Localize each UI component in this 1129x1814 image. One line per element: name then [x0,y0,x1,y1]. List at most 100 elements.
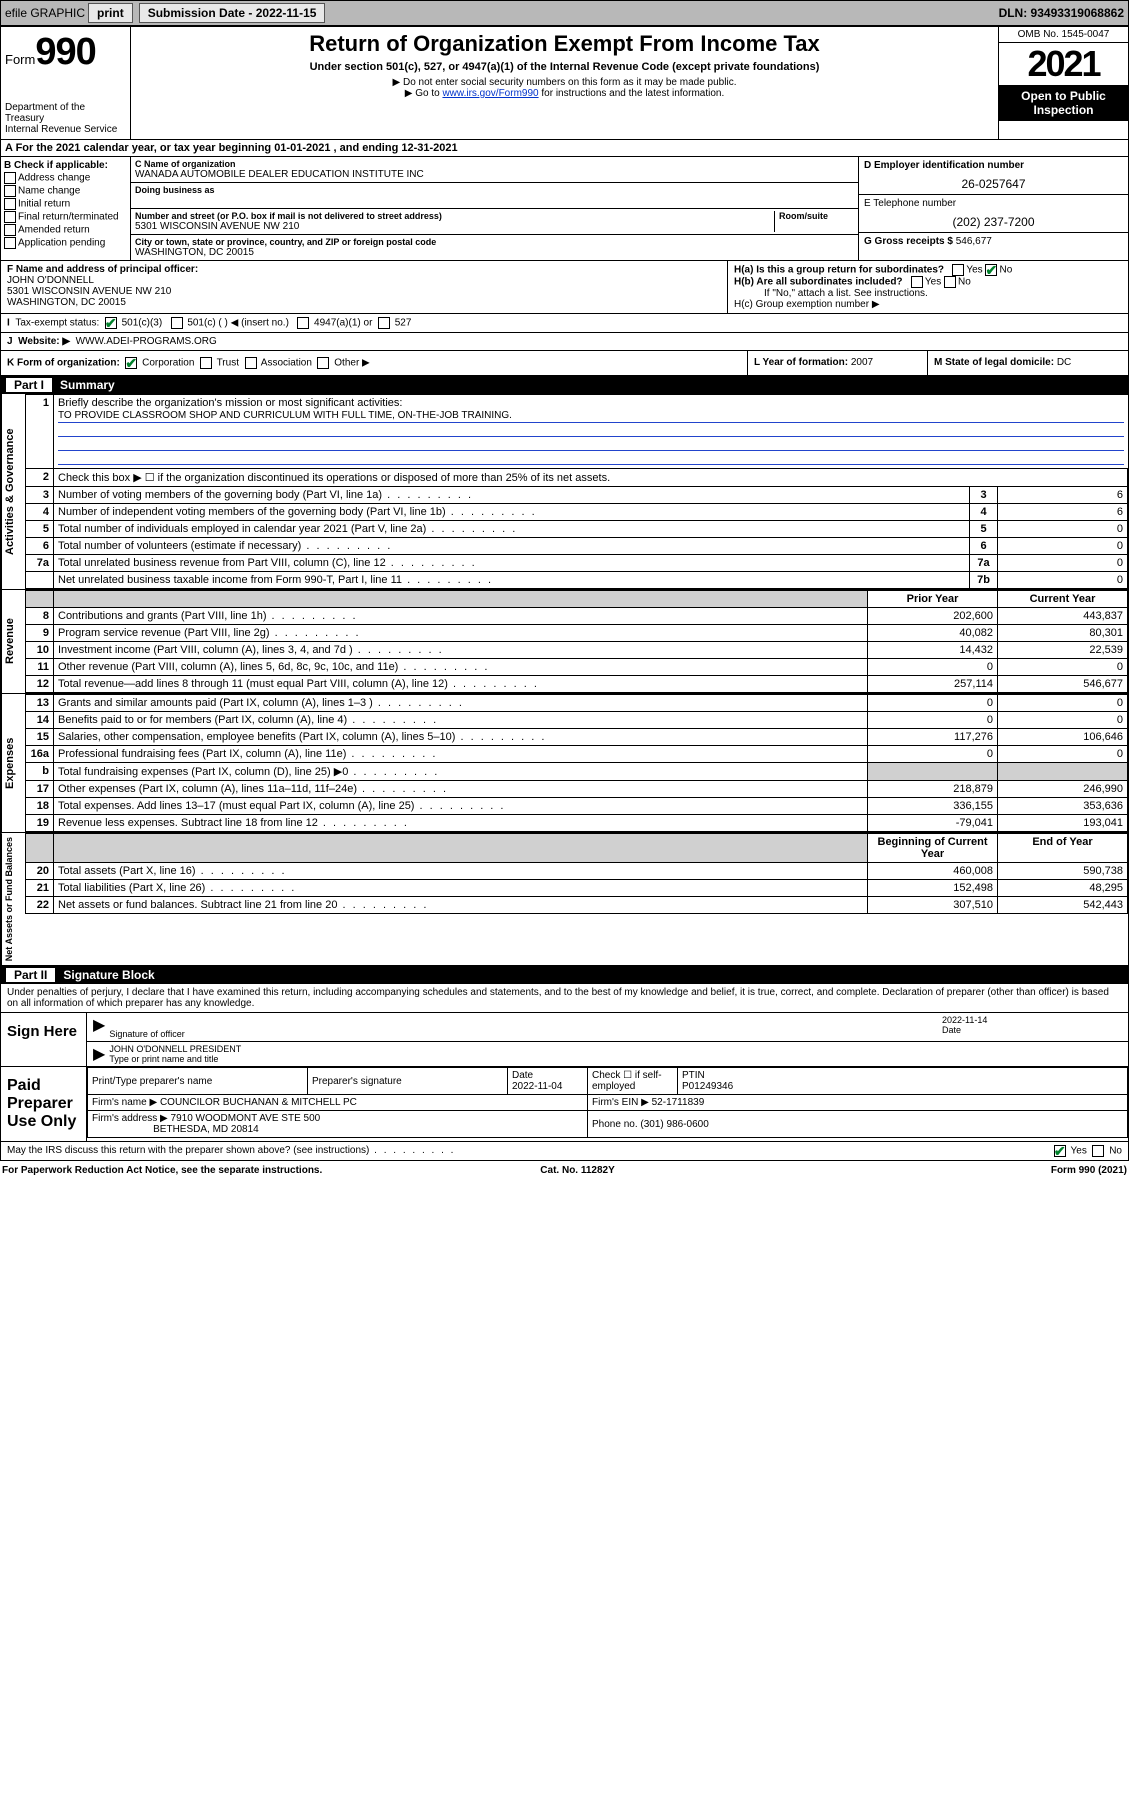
table-row: 8Contributions and grants (Part VIII, li… [26,608,1128,625]
phone-label: E Telephone number [864,198,1123,209]
cb-initial-return[interactable]: Initial return [4,198,127,210]
dln-label: DLN: 93493319068862 [999,6,1124,20]
website-value: WWW.ADEI-PROGRAMS.ORG [76,336,217,347]
cb-name-change[interactable]: Name change [4,185,127,197]
sig-officer-label: Signature of officer [109,1029,942,1039]
table-row: 22Net assets or fund balances. Subtract … [26,897,1128,914]
sig-date: 2022-11-14 [942,1015,1122,1025]
form-word: Form [5,52,35,67]
part1-num: Part I [6,378,52,392]
addr-label: Number and street (or P.O. box if mail i… [135,211,774,221]
cb-address-change[interactable]: Address change [4,172,127,184]
block-expenses: Expenses 13Grants and similar amounts pa… [0,694,1129,833]
perjury-text: Under penalties of perjury, I declare th… [0,984,1129,1013]
submission-date-button[interactable]: Submission Date - 2022-11-15 [139,3,326,23]
hdr-current-year: Current Year [998,591,1128,608]
cat-no: Cat. No. 11282Y [540,1165,614,1176]
table-row: 10Investment income (Part VIII, column (… [26,642,1128,659]
h-b-note: If "No," attach a list. See instructions… [734,288,1122,299]
form-subtitle: Under section 501(c), 527, or 4947(a)(1)… [139,61,990,73]
box-deg: D Employer identification number 26-0257… [858,157,1128,260]
table-row: 17Other expenses (Part IX, column (A), l… [26,781,1128,798]
ein-value: 26-0257647 [864,177,1123,191]
top-toolbar: efile GRAPHIC print Submission Date - 20… [0,0,1129,26]
part1-header: Part I Summary [0,376,1129,394]
arrow-icon: ▶ [93,1015,105,1039]
cb-application-pending[interactable]: Application pending [4,237,127,249]
ptin: P01249346 [682,1081,1123,1092]
row-j: J Website: ▶ WWW.ADEI-PROGRAMS.ORG [0,333,1129,351]
dba-label: Doing business as [135,185,854,195]
row-i: I Tax-exempt status: 501(c)(3) 501(c) ( … [0,314,1129,333]
h-b: H(b) Are all subordinates included? Yes … [734,276,1122,288]
table-row: 9Program service revenue (Part VIII, lin… [26,625,1128,642]
mission-text: TO PROVIDE CLASSROOM SHOP AND CURRICULUM… [58,410,1124,423]
box-c: C Name of organization WANADA AUTOMOBILE… [131,157,858,260]
part2-title: Signature Block [63,968,154,982]
table-row: 7aTotal unrelated business revenue from … [26,555,1128,572]
part1-title: Summary [60,378,115,392]
sign-here-label: Sign Here [1,1013,86,1066]
vlabel-net: Net Assets or Fund Balances [1,833,25,965]
table-row: 12Total revenue—add lines 8 through 11 (… [26,676,1128,693]
firm-phone: (301) 986-0600 [640,1119,708,1130]
paid-preparer-row: Paid Preparer Use Only Print/Type prepar… [0,1067,1129,1142]
officer-addr2: WASHINGTON, DC 20015 [7,297,721,308]
officer-name: JOHN O'DONNELL [7,275,721,286]
table-row: 18Total expenses. Add lines 13–17 (must … [26,798,1128,815]
note-ssn: ▶ Do not enter social security numbers o… [139,77,990,88]
box-b-title: B Check if applicable: [4,160,127,171]
officer-addr1: 5301 WISCONSIN AVENUE NW 210 [7,286,721,297]
table-row: 20Total assets (Part X, line 16)460,0085… [26,863,1128,880]
table-row: bTotal fundraising expenses (Part IX, co… [26,763,1128,781]
form-number-block: Form990 [5,31,126,74]
vlabel-governance: Activities & Governance [1,394,25,589]
table-row: 4Number of independent voting members of… [26,504,1128,521]
f-label: F Name and address of principal officer: [7,264,198,275]
block-revenue: Revenue Prior YearCurrent Year 8Contribu… [0,590,1129,694]
part2-header: Part II Signature Block [0,966,1129,984]
firm-addr1: 7910 WOODMONT AVE STE 500 [171,1113,321,1124]
prep-self-employed[interactable]: Check ☐ if self-employed [588,1068,678,1095]
discuss-row: May the IRS discuss this return with the… [0,1142,1129,1161]
vlabel-expenses: Expenses [1,694,25,832]
city-label: City or town, state or province, country… [135,237,854,247]
note-goto: ▶ Go to www.irs.gov/Form990 for instruct… [139,88,990,99]
form-title: Return of Organization Exempt From Incom… [139,31,990,57]
table-row: 5Total number of individuals employed in… [26,521,1128,538]
print-button[interactable]: print [88,3,133,23]
org-city: WASHINGTON, DC 20015 [135,247,854,258]
form-header: Form990 Department of the Treasury Inter… [0,26,1129,140]
table-row: 3Number of voting members of the governi… [26,487,1128,504]
form-990-number: 990 [35,31,95,73]
table-row: 16aProfessional fundraising fees (Part I… [26,746,1128,763]
hdr-boy: Beginning of Current Year [868,834,998,863]
box-b: B Check if applicable: Address change Na… [1,157,131,260]
officer-printed: JOHN O'DONNELL PRESIDENT [109,1044,241,1054]
ein-label: D Employer identification number [864,160,1123,171]
q2-text: Check this box ▶ ☐ if the organization d… [54,469,1128,487]
table-row: 21Total liabilities (Part X, line 26)152… [26,880,1128,897]
h-a: H(a) Is this a group return for subordin… [734,264,1122,276]
phone-value: (202) 237-7200 [864,215,1123,229]
irs-link[interactable]: www.irs.gov/Form990 [442,88,538,99]
cb-final-return[interactable]: Final return/terminated [4,211,127,223]
arrow-icon: ▶ [93,1044,105,1064]
table-row: 11Other revenue (Part VIII, column (A), … [26,659,1128,676]
org-name: WANADA AUTOMOBILE DEALER EDUCATION INSTI… [135,169,854,180]
block-governance: Activities & Governance 1 Briefly descri… [0,394,1129,590]
efile-label: efile GRAPHIC [5,6,85,20]
block-netassets: Net Assets or Fund Balances Beginning of… [0,833,1129,966]
cb-amended-return[interactable]: Amended return [4,224,127,236]
open-to-public: Open to Public Inspection [999,85,1128,121]
state-domicile: DC [1057,357,1071,368]
page-footer: For Paperwork Reduction Act Notice, see … [0,1161,1129,1180]
irs-label: Internal Revenue Service [5,124,126,135]
c-name-label: C Name of organization [135,159,854,169]
row-fh: F Name and address of principal officer:… [0,261,1129,314]
year-formation: 2007 [851,357,873,368]
firm-name: COUNCILOR BUCHANAN & MITCHELL PC [160,1097,357,1108]
paid-preparer-label: Paid Preparer Use Only [1,1067,86,1141]
gross-receipts-label: G Gross receipts $ [864,236,953,247]
q1-label: Briefly describe the organization's miss… [58,397,402,409]
